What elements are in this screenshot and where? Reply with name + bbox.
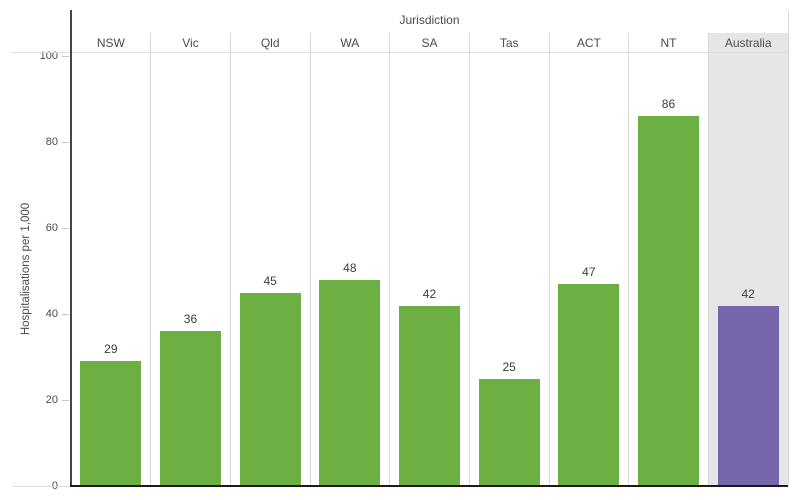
column-separator-line (389, 33, 391, 486)
bar-sa (399, 306, 460, 486)
column-header-australia: Australia (724, 36, 772, 50)
column-separator-line (229, 33, 231, 486)
column-header-tas: Tas (499, 36, 519, 50)
y-tick-label: 20 (45, 394, 58, 407)
axis-corner-line (12, 486, 70, 487)
bar-nt (638, 116, 699, 486)
column-separator-line (707, 33, 709, 486)
bar-vic (160, 331, 221, 486)
column-separator-line (548, 33, 550, 486)
column-header-vic: Vic (182, 36, 199, 50)
bar-australia (717, 306, 779, 486)
column-separator-line (309, 33, 311, 486)
bar-qld (239, 293, 301, 486)
y-axis-line (70, 10, 72, 487)
column-separator-line (468, 33, 470, 486)
column-header-nsw: NSW (96, 36, 125, 50)
y-tick-mark (62, 55, 69, 57)
y-tick-mark (62, 399, 69, 401)
right-border-line (788, 10, 789, 486)
bar-value-label: 42 (422, 287, 437, 301)
bar-value-label: 45 (263, 274, 277, 288)
column-header-nt: NT (660, 36, 677, 50)
bar-act (558, 284, 620, 486)
column-group-title: Jurisdiction (399, 13, 460, 27)
column-header-qld: Qld (260, 36, 280, 50)
y-tick-mark (62, 313, 69, 315)
header-divider-line (12, 52, 788, 53)
y-tick-label: 100 (39, 50, 58, 63)
x-axis-line (70, 485, 788, 487)
y-tick-label: 60 (45, 222, 58, 235)
bar-value-label: 86 (661, 97, 676, 111)
bar-tas (478, 379, 540, 486)
bar-value-label: 47 (582, 265, 596, 279)
y-tick-mark (62, 141, 69, 143)
bar-value-label: 48 (343, 261, 357, 275)
y-tick-label: 80 (45, 136, 58, 149)
y-tick-mark (62, 227, 69, 229)
bar-wa (319, 280, 381, 486)
bar-value-label: 42 (741, 287, 755, 301)
bar-value-label: 29 (104, 342, 118, 356)
column-separator-line (628, 33, 630, 486)
bar-value-label: 25 (502, 360, 516, 374)
column-header-wa: WA (340, 36, 360, 50)
bar-value-label: 36 (183, 312, 198, 326)
column-separator-line (150, 33, 152, 486)
column-header-act: ACT (576, 36, 601, 50)
bar-nsw (80, 361, 142, 486)
column-header-sa: SA (421, 36, 438, 50)
y-tick-label: 40 (45, 308, 58, 321)
